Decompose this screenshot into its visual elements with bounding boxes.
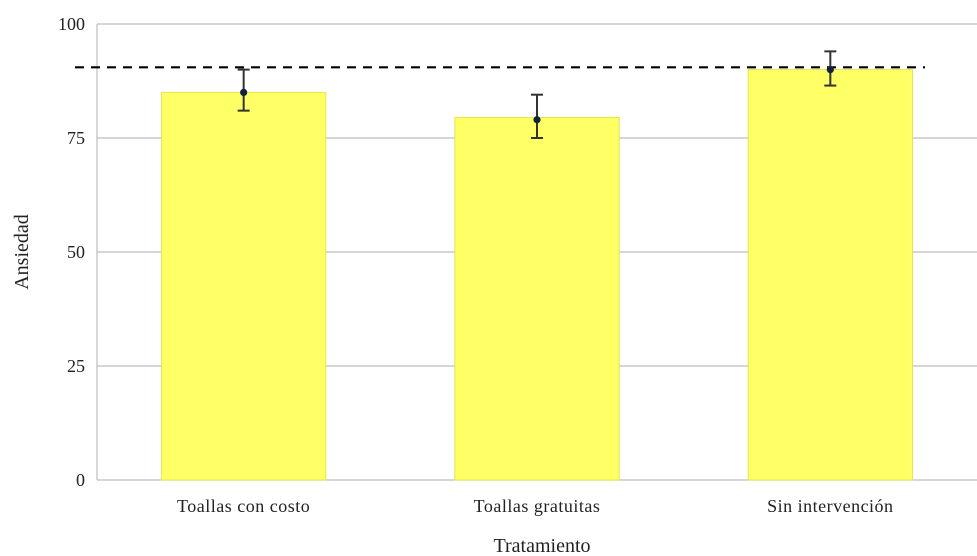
- bar: [747, 69, 913, 481]
- bar: [161, 91, 327, 481]
- y-tick-label: 100: [58, 14, 85, 34]
- bars: [161, 69, 913, 481]
- data-point: [240, 88, 248, 96]
- y-tick-label: 75: [67, 128, 85, 148]
- data-point: [826, 66, 834, 74]
- y-tick-label: 0: [76, 470, 85, 490]
- x-category-label: Toallas con costo: [177, 496, 310, 516]
- y-tick-labels: 0 25 50 75 100: [58, 14, 85, 490]
- x-axis-title: Tratamiento: [493, 535, 590, 556]
- y-tick-label: 50: [67, 242, 85, 262]
- bar: [454, 116, 620, 481]
- x-category-label: Sin intervención: [767, 496, 893, 516]
- y-axis-title: Ansiedad: [11, 214, 33, 290]
- data-point: [533, 116, 541, 124]
- x-category-labels: Toallas con costo Toallas gratuitas Sin in…: [177, 496, 893, 516]
- x-category-label: Toallas gratuitas: [474, 496, 601, 516]
- y-tick-label: 25: [67, 356, 85, 376]
- error-bars: [237, 50, 837, 139]
